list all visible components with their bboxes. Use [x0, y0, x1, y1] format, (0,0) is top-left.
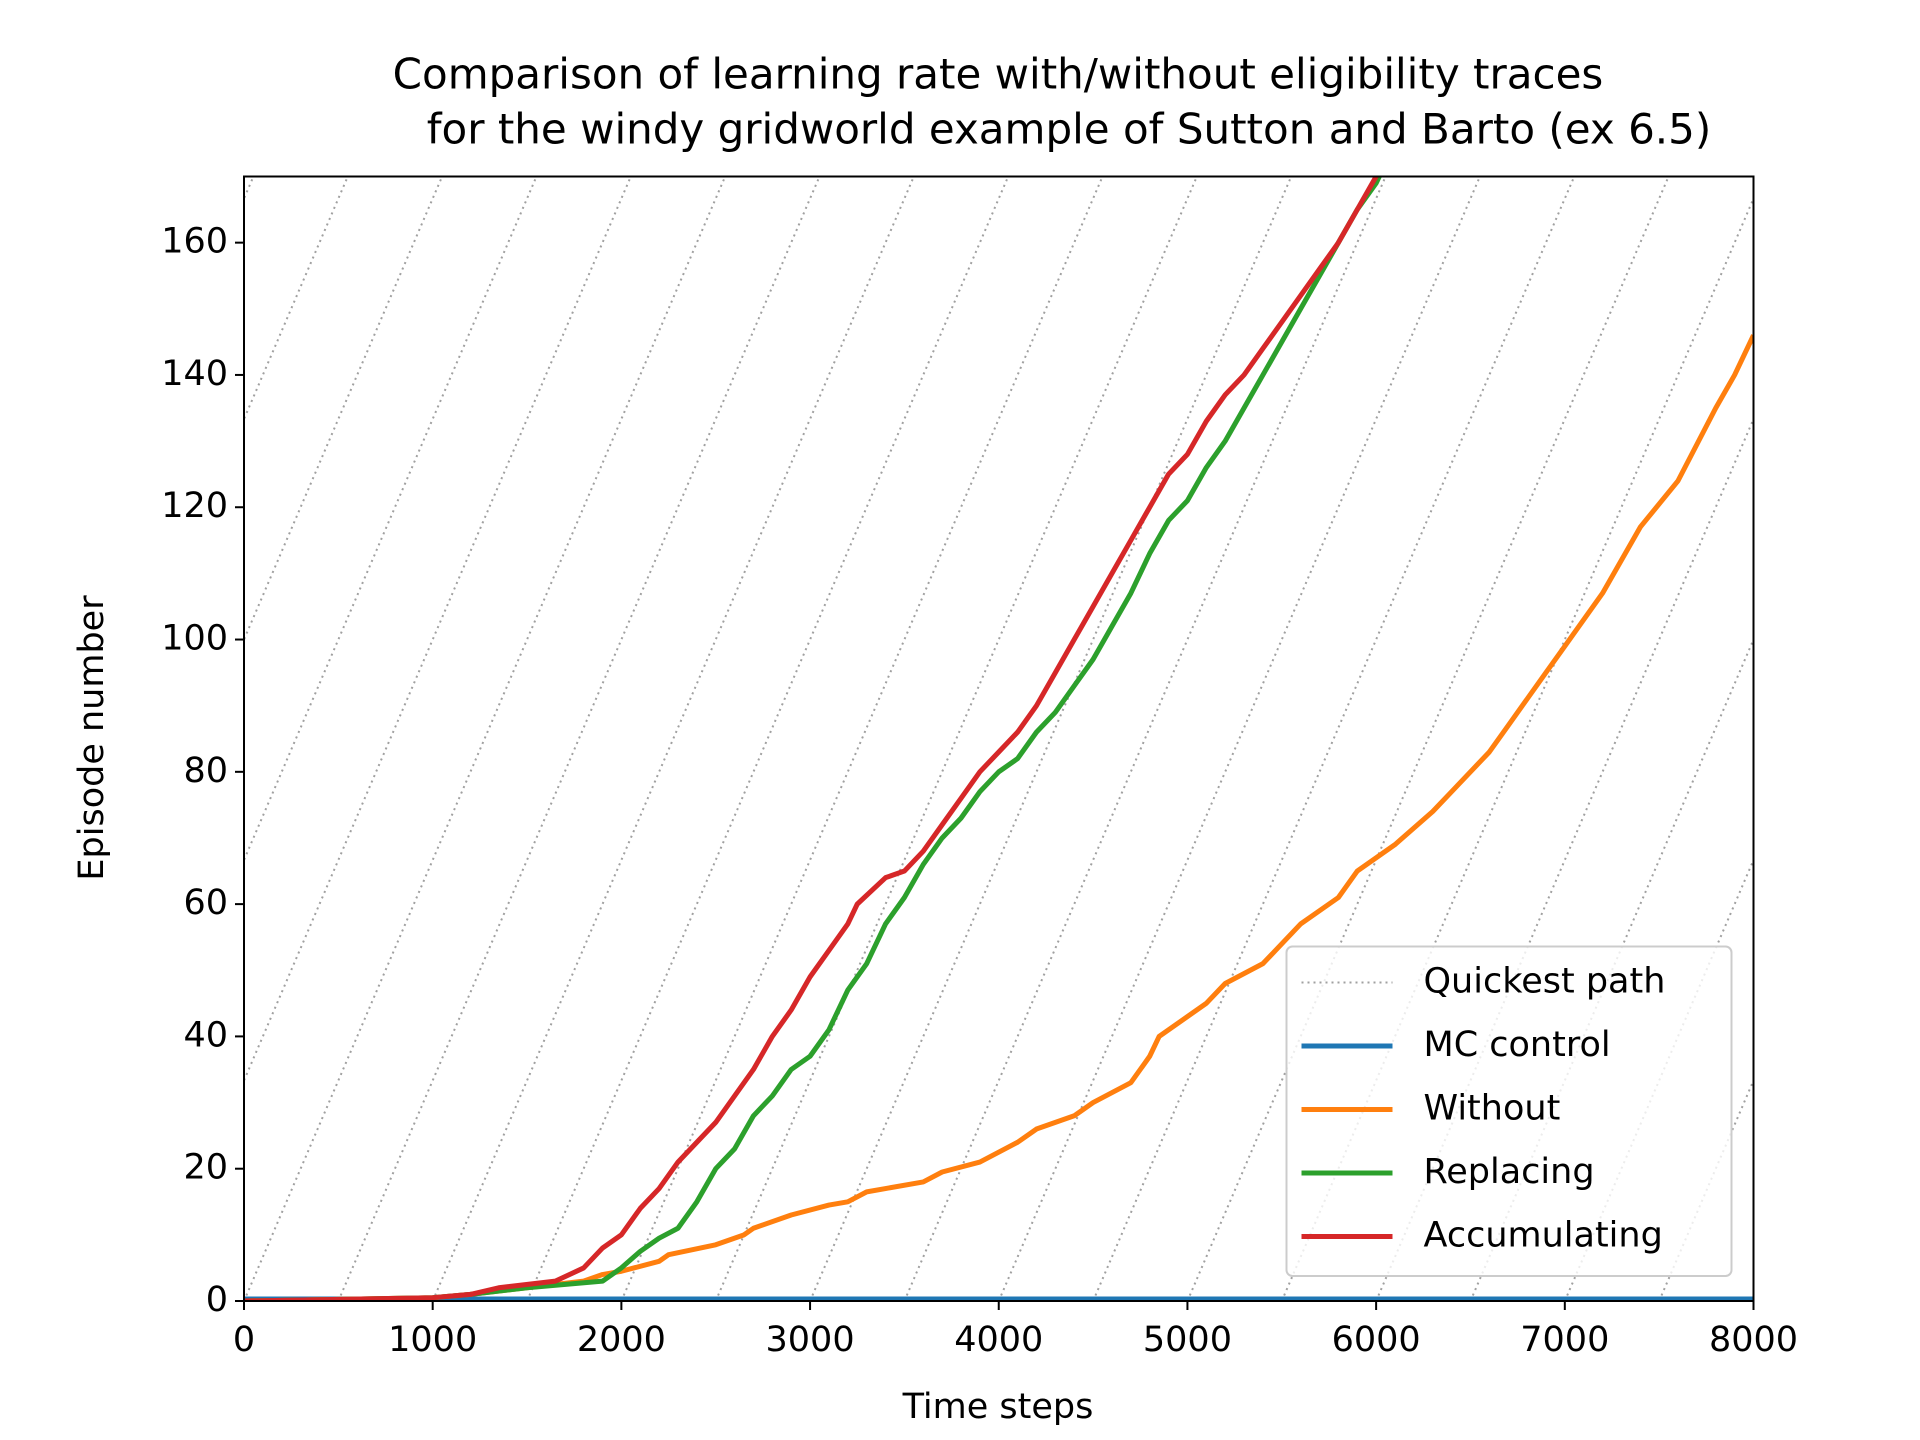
x-tick-label: 2000 — [577, 1320, 666, 1360]
legend-box — [1285, 945, 1733, 1277]
quickest-path-line — [809, 176, 1293, 1301]
y-tick-label: 0 — [206, 1280, 228, 1320]
series-line — [244, 176, 1380, 1301]
legend-label: Quickest path — [1424, 962, 1666, 1002]
quickest-path-line — [244, 176, 632, 1084]
series-line — [244, 334, 1754, 1301]
y-tick-label: 40 — [183, 1015, 228, 1055]
quickest-path-line — [244, 176, 444, 643]
quickest-path-line — [526, 176, 1010, 1301]
quickest-path-line — [244, 176, 349, 422]
y-tick-label: 20 — [183, 1148, 228, 1188]
y-tick-label: 80 — [183, 751, 228, 791]
x-tick-label: 8000 — [1709, 1320, 1798, 1360]
x-tick-label: 1000 — [388, 1320, 477, 1360]
legend-label: Accumulating — [1424, 1216, 1663, 1256]
x-tick-label: 5000 — [1143, 1320, 1232, 1360]
plot-area — [244, 176, 1754, 1301]
legend-label: MC control — [1424, 1025, 1611, 1065]
legend-label: Replacing — [1424, 1152, 1595, 1192]
quickest-path-line — [431, 176, 915, 1301]
legend-label: Without — [1424, 1089, 1561, 1129]
x-tick-label: 3000 — [766, 1320, 855, 1360]
x-tick-label: 6000 — [1332, 1320, 1421, 1360]
y-tick-label: 120 — [161, 486, 228, 526]
quickest-path-line — [244, 176, 727, 1301]
x-tick-label: 0 — [233, 1320, 255, 1360]
quickest-path-line — [714, 176, 1198, 1301]
y-tick-label: 60 — [183, 883, 228, 923]
y-tick-label: 100 — [161, 619, 228, 659]
y-axis-label: Episode number — [72, 595, 112, 881]
chart-title: for the windy gridworld example of Sutto… — [427, 105, 1712, 154]
x-axis-label: Time steps — [902, 1387, 1094, 1427]
quickest-path-line — [244, 176, 255, 202]
y-tick-label: 160 — [161, 222, 228, 262]
chart-title: Comparison of learning rate with/without… — [393, 50, 1604, 99]
quickest-path-line — [244, 176, 538, 863]
x-tick-label: 7000 — [1520, 1320, 1609, 1360]
x-tick-label: 4000 — [954, 1320, 1043, 1360]
series-line — [244, 176, 1383, 1301]
quickest-path-line — [337, 176, 821, 1301]
y-tick-label: 140 — [161, 354, 228, 394]
